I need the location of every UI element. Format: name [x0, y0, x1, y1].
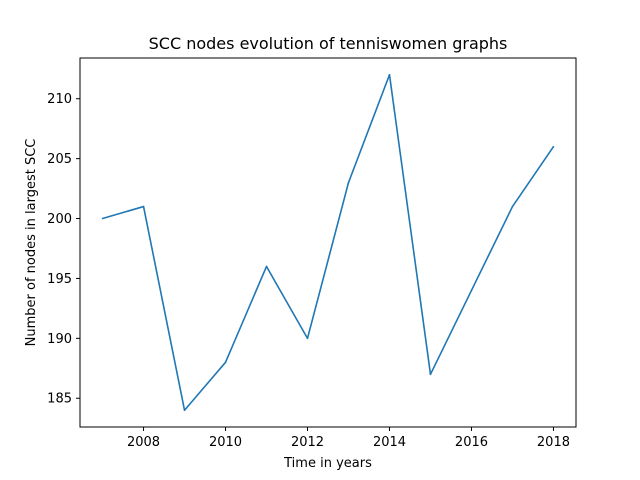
- data-point: [511, 205, 514, 208]
- x-tick-label: 2012: [291, 435, 324, 450]
- y-axis-label: Number of nodes in largest SCC: [24, 139, 39, 347]
- data-point: [429, 373, 432, 376]
- data-point: [224, 361, 227, 364]
- y-tick-label: 185: [47, 392, 72, 407]
- data-point: [142, 205, 145, 208]
- y-tick-label: 205: [47, 152, 72, 167]
- y-tick-label: 200: [47, 212, 72, 227]
- data-point: [101, 217, 104, 220]
- x-tick-label: 2008: [127, 435, 160, 450]
- series-line: [102, 73, 555, 412]
- x-tick-label: 2010: [209, 435, 242, 450]
- data-point: [470, 289, 473, 292]
- series-points: [101, 73, 555, 412]
- x-tick-label: 2016: [455, 435, 488, 450]
- x-tick-label: 2014: [373, 435, 406, 450]
- data-point: [306, 337, 309, 340]
- data-point: [388, 73, 391, 76]
- data-point: [265, 265, 268, 268]
- y-axis-ticks: 185 190 195 200 205 210: [47, 92, 80, 407]
- data-point: [552, 145, 555, 148]
- x-tick-label: 2018: [537, 435, 570, 450]
- y-tick-label: 210: [47, 92, 72, 107]
- y-tick-label: 190: [47, 332, 72, 347]
- data-point: [347, 181, 350, 184]
- x-axis-label: Time in years: [283, 456, 372, 471]
- x-axis-ticks: 2008 2010 2012 2014 2016 2018: [127, 427, 570, 450]
- data-point: [183, 409, 186, 412]
- plot-area-frame: [79, 57, 577, 428]
- y-tick-label: 195: [47, 272, 72, 287]
- chart-title: SCC nodes evolution of tenniswomen graph…: [149, 34, 508, 53]
